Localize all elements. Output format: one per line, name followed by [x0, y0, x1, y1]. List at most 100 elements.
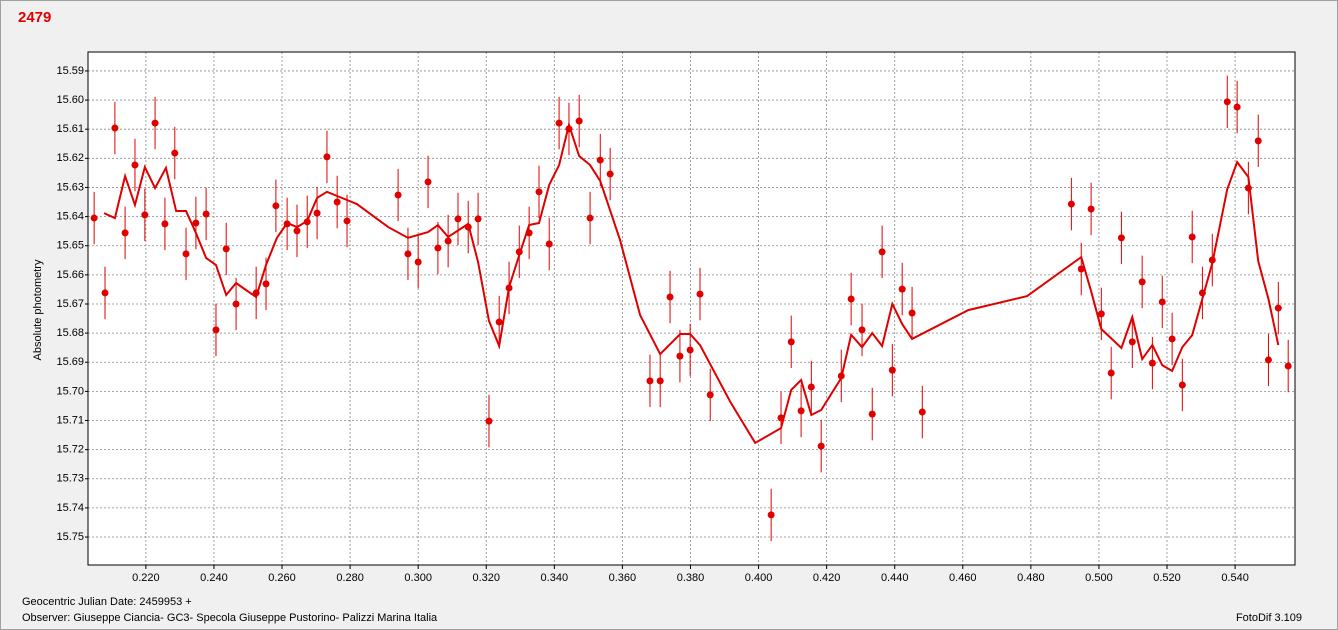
- data-point: [807, 383, 815, 391]
- y-tick-label: 15.64: [56, 210, 84, 222]
- data-point: [101, 289, 109, 297]
- data-point: [454, 215, 462, 223]
- data-point: [474, 215, 482, 223]
- x-tick-label: 0.320: [472, 572, 500, 584]
- data-point: [575, 117, 583, 125]
- data-point: [878, 248, 886, 256]
- plot-frame: [87, 51, 1296, 566]
- data-point: [222, 245, 230, 253]
- y-tick-label: 15.68: [56, 327, 84, 339]
- data-point: [272, 202, 280, 210]
- data-point: [858, 326, 866, 334]
- x-tick-label: 0.460: [949, 572, 977, 584]
- data-point: [1077, 265, 1085, 273]
- x-tick-label: 0.440: [881, 572, 909, 584]
- data-point: [151, 119, 159, 127]
- data-point: [1178, 381, 1186, 389]
- data-point: [586, 214, 594, 222]
- data-point: [414, 258, 422, 266]
- data-point: [555, 119, 563, 127]
- data-point: [404, 250, 412, 258]
- y-tick-label: 15.74: [56, 502, 84, 514]
- y-tick-label: 15.67: [56, 298, 84, 310]
- data-point: [293, 227, 301, 235]
- data-point: [1097, 310, 1105, 318]
- y-tick-label: 15.59: [56, 65, 84, 77]
- data-point: [434, 244, 442, 252]
- data-point: [787, 338, 795, 346]
- data-point: [868, 410, 876, 418]
- footnote: Observer: Giuseppe Ciancia- GC3- Specola…: [22, 612, 438, 624]
- x-tick-label: 0.500: [1085, 572, 1113, 584]
- y-axis-label: Absolute photometry: [32, 259, 44, 360]
- y-tick-label: 15.75: [56, 531, 84, 543]
- x-tick-label: 0.360: [609, 572, 637, 584]
- data-point: [121, 229, 129, 237]
- data-point: [1138, 278, 1146, 286]
- x-tick-label: 0.420: [813, 572, 841, 584]
- data-point: [1107, 369, 1115, 377]
- chart-title: 2479: [18, 9, 51, 26]
- data-point: [141, 211, 149, 219]
- x-tick-label: 0.280: [336, 572, 364, 584]
- data-point: [323, 153, 331, 161]
- data-point: [696, 290, 704, 298]
- y-tick-label: 15.62: [56, 152, 84, 164]
- data-point: [686, 346, 694, 354]
- data-point: [1067, 200, 1075, 208]
- y-tick-label: 15.66: [56, 269, 84, 281]
- data-point: [908, 309, 916, 317]
- data-point: [676, 352, 684, 360]
- data-point: [535, 188, 543, 196]
- plot-area: [88, 52, 1295, 565]
- data-point: [161, 220, 169, 228]
- y-tick-label: 15.71: [56, 414, 84, 426]
- data-point: [1284, 362, 1292, 370]
- y-tick-label: 15.65: [56, 240, 84, 252]
- data-point: [444, 237, 452, 245]
- data-point: [596, 156, 604, 164]
- x-tick-label: 0.260: [268, 572, 296, 584]
- data-point: [424, 178, 432, 186]
- data-point: [212, 326, 220, 334]
- data-point: [545, 240, 553, 248]
- y-tick-label: 15.73: [56, 473, 84, 485]
- x-tick-label: 0.400: [745, 572, 773, 584]
- fit-line: [103, 121, 1280, 445]
- x-tick-label: 0.520: [1153, 572, 1181, 584]
- data-point: [898, 285, 906, 293]
- data-point: [111, 124, 119, 132]
- x-tick-label: 0.540: [1221, 572, 1249, 584]
- y-tick-label: 15.61: [56, 123, 84, 135]
- x-tick-label: 0.240: [200, 572, 228, 584]
- data-point: [1264, 356, 1272, 364]
- x-tick-label: 0.220: [132, 572, 160, 584]
- data-point: [192, 219, 200, 227]
- data-point: [1128, 338, 1136, 346]
- data-point: [131, 161, 139, 169]
- data-point: [485, 417, 493, 425]
- data-point: [847, 295, 855, 303]
- data-point: [262, 280, 270, 288]
- data-point: [333, 198, 341, 206]
- data-point: [313, 209, 321, 217]
- y-tick-label: 15.63: [56, 181, 84, 193]
- data-point: [606, 170, 614, 178]
- data-point: [797, 407, 805, 415]
- data-point: [202, 210, 210, 218]
- data-point: [1233, 103, 1241, 111]
- data-point: [495, 318, 503, 326]
- y-tick-label: 15.69: [56, 356, 84, 368]
- x-tick-label: 0.380: [677, 572, 705, 584]
- data-point: [767, 511, 775, 519]
- data-point: [182, 250, 190, 258]
- data-point: [394, 191, 402, 199]
- software-label: FotoDif 3.109: [1236, 612, 1302, 624]
- data-point: [1148, 359, 1156, 367]
- data-point: [1274, 304, 1282, 312]
- data-point: [646, 377, 654, 385]
- data-point: [666, 293, 674, 301]
- data-point: [171, 149, 179, 157]
